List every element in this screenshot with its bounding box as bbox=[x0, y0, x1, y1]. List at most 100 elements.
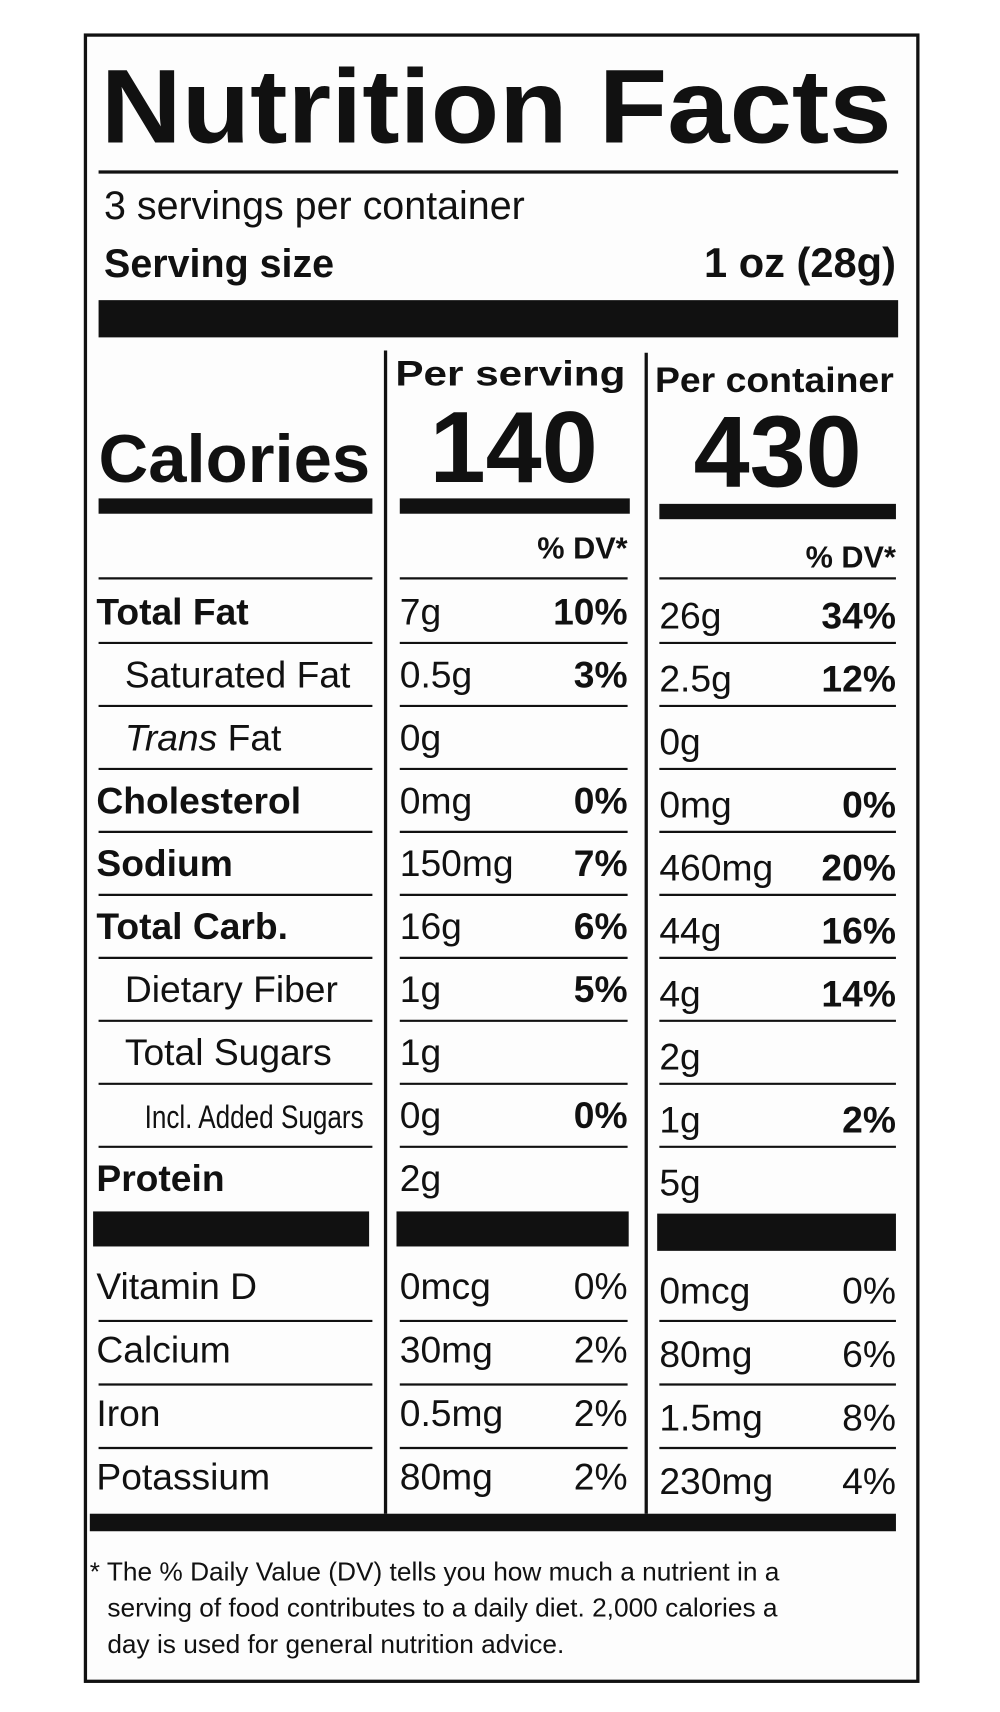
nutrient-name: Trans Fat bbox=[125, 716, 282, 758]
bar bbox=[659, 503, 896, 520]
amount: 0g bbox=[659, 721, 700, 763]
nutrient-name: Iron bbox=[96, 1392, 160, 1434]
daily-value: 12% bbox=[821, 658, 896, 700]
amount: 0mg bbox=[659, 784, 731, 826]
nutrient-name-italic: Trans bbox=[125, 716, 217, 758]
daily-value: 2% bbox=[574, 1392, 628, 1434]
nutrient-name-text: Calcium bbox=[96, 1329, 230, 1371]
nutrient-name-text: Incl. Added Sugars bbox=[145, 1098, 364, 1135]
amount: 150mg bbox=[400, 842, 514, 884]
daily-value: 0% bbox=[574, 779, 628, 821]
amount: 30mg bbox=[400, 1329, 493, 1371]
nutrient-name: Calcium bbox=[96, 1329, 230, 1371]
amount: 2g bbox=[400, 1157, 441, 1199]
amount: 1g bbox=[400, 1031, 441, 1073]
servings: 3 servings per container bbox=[104, 184, 525, 228]
amount: 80mg bbox=[659, 1333, 752, 1375]
amount: 4g bbox=[659, 973, 700, 1015]
nutrient-name-text: Total Sugars bbox=[125, 1031, 332, 1073]
footnote: day is used for general nutrition advice… bbox=[107, 1629, 564, 1659]
nutrient-name: Total Carb. bbox=[96, 905, 288, 947]
nutrient-name: Sodium bbox=[96, 842, 232, 884]
daily-value: 7% bbox=[574, 842, 628, 884]
daily-value: 0% bbox=[574, 1094, 628, 1136]
nutrient-name-text: Vitamin D bbox=[96, 1265, 257, 1307]
amount: 0g bbox=[400, 716, 441, 758]
calories-label: Calories bbox=[99, 422, 371, 497]
calories-value: 430 bbox=[694, 396, 862, 508]
amount: 1g bbox=[659, 1099, 700, 1141]
nutrient-name-text: Total Carb. bbox=[96, 905, 288, 947]
daily-value: 4% bbox=[842, 1460, 896, 1502]
amount: 0mg bbox=[400, 779, 472, 821]
amount: 1.5mg bbox=[659, 1396, 762, 1438]
thick-bar bbox=[98, 300, 899, 338]
footnote: serving of food contributes to a daily d… bbox=[107, 1593, 778, 1623]
daily-value: 0% bbox=[842, 1269, 896, 1311]
bar bbox=[98, 498, 373, 514]
column-header: Per container bbox=[655, 361, 894, 400]
nutrient-name: Potassium bbox=[96, 1456, 270, 1498]
nutrient-name-text: Potassium bbox=[96, 1456, 270, 1498]
dv-header: % DV* bbox=[806, 540, 896, 574]
bar bbox=[93, 1211, 370, 1247]
daily-value: 8% bbox=[842, 1396, 896, 1438]
amount: 0.5mg bbox=[400, 1392, 503, 1434]
footnote: * The % Daily Value (DV) tells you how m… bbox=[90, 1557, 780, 1587]
amount: 5g bbox=[659, 1162, 700, 1204]
daily-value: 0% bbox=[574, 1265, 628, 1307]
nutrient-name: Total Fat bbox=[96, 590, 248, 632]
amount: 1g bbox=[400, 968, 441, 1010]
amount: 0g bbox=[400, 1094, 441, 1136]
nutrient-name: Incl. Added Sugars bbox=[145, 1098, 364, 1135]
nutrient-name: Dietary Fiber bbox=[125, 968, 338, 1010]
amount: 2.5g bbox=[659, 658, 731, 700]
daily-value: 16% bbox=[821, 910, 896, 952]
serving-size-value: 1 oz (28g) bbox=[704, 239, 896, 286]
calories-value: 140 bbox=[430, 392, 598, 504]
daily-value: 3% bbox=[574, 653, 628, 695]
amount: 460mg bbox=[659, 847, 773, 889]
daily-value: 6% bbox=[842, 1333, 896, 1375]
nutrient-name-text: Sodium bbox=[96, 842, 232, 884]
daily-value: 0% bbox=[842, 784, 896, 826]
daily-value: 2% bbox=[574, 1456, 628, 1498]
nutrient-name: Vitamin D bbox=[96, 1265, 257, 1307]
amount: 0mcg bbox=[659, 1269, 750, 1311]
nutrient-name-text: Saturated Fat bbox=[125, 653, 351, 695]
amount: 7g bbox=[400, 590, 441, 632]
nutrient-name: Saturated Fat bbox=[125, 653, 351, 695]
amount: 0.5g bbox=[400, 653, 472, 695]
daily-value: 10% bbox=[553, 590, 628, 632]
bar bbox=[396, 1211, 629, 1247]
nutrient-name-text: Cholesterol bbox=[96, 779, 301, 821]
daily-value: 14% bbox=[821, 973, 896, 1015]
bar bbox=[657, 1213, 896, 1251]
daily-value: 2% bbox=[842, 1099, 896, 1141]
dv-header: % DV* bbox=[537, 532, 627, 566]
amount: 0mcg bbox=[400, 1265, 491, 1307]
nutrient-name-text: Fat bbox=[228, 716, 282, 758]
daily-value: 2% bbox=[574, 1329, 628, 1371]
amount: 230mg bbox=[659, 1460, 773, 1502]
bar bbox=[89, 1513, 896, 1532]
serving-size-label: Serving size bbox=[104, 242, 334, 286]
amount: 26g bbox=[659, 595, 721, 637]
amount: 2g bbox=[659, 1036, 700, 1078]
nutrient-name-text: Iron bbox=[96, 1392, 160, 1434]
daily-value: 5% bbox=[574, 968, 628, 1010]
daily-value: 20% bbox=[821, 847, 896, 889]
nutrient-name: Protein bbox=[96, 1157, 224, 1199]
nutrient-name-text: Dietary Fiber bbox=[125, 968, 338, 1010]
daily-value: 34% bbox=[821, 595, 896, 637]
amount: 16g bbox=[400, 905, 462, 947]
bar bbox=[399, 498, 630, 514]
daily-value: 6% bbox=[574, 905, 628, 947]
amount: 44g bbox=[659, 910, 721, 952]
title: Nutrition Facts bbox=[101, 48, 892, 165]
nutrient-name: Cholesterol bbox=[96, 779, 301, 821]
nutrient-name: Total Sugars bbox=[125, 1031, 332, 1073]
amount: 80mg bbox=[400, 1456, 493, 1498]
nutrient-name-text: Protein bbox=[96, 1157, 224, 1199]
